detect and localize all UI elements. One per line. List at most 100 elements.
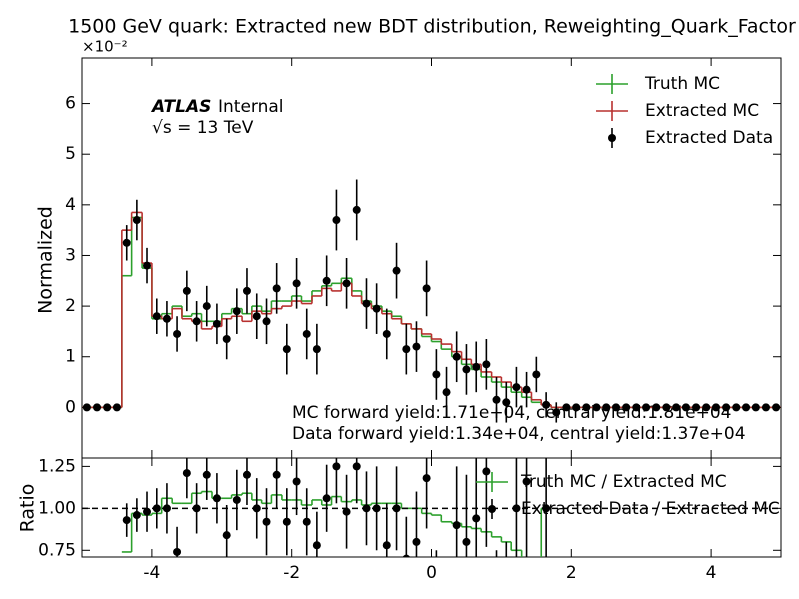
data-point xyxy=(103,403,112,412)
data-point xyxy=(342,279,351,288)
data-point xyxy=(412,342,421,351)
legend-swatch xyxy=(608,134,616,142)
data-point xyxy=(122,516,131,525)
data-point xyxy=(492,395,501,404)
data-point xyxy=(372,304,381,313)
y-tick-label: 4 xyxy=(65,195,76,215)
data-point xyxy=(182,469,191,478)
data-point xyxy=(202,470,211,479)
data-point xyxy=(182,286,191,295)
data-point xyxy=(312,541,321,550)
data-point xyxy=(562,403,571,412)
data-point xyxy=(742,403,751,412)
data-point xyxy=(652,403,661,412)
x-tick-label: -4 xyxy=(143,563,160,583)
data-point xyxy=(711,403,720,412)
plot-area xyxy=(82,179,781,423)
annotation: Data forward yield:1.34e+04, central yie… xyxy=(292,424,746,444)
data-point xyxy=(322,276,331,285)
x-tick-label: 0 xyxy=(426,563,437,583)
data-point xyxy=(143,507,152,516)
data-point xyxy=(392,266,401,275)
data-point xyxy=(502,398,511,407)
data-point xyxy=(143,261,152,270)
data-point xyxy=(222,531,231,540)
data-point xyxy=(122,238,131,247)
data-point xyxy=(462,365,471,374)
legend-label: Truth MC xyxy=(644,74,720,94)
data-point xyxy=(132,216,141,225)
data-point xyxy=(212,319,221,328)
data-point xyxy=(751,403,760,412)
data-point xyxy=(202,302,211,311)
energy-label: √s = 13 TeV xyxy=(152,118,254,138)
data-point xyxy=(272,284,281,293)
data-point xyxy=(662,403,671,412)
data-point xyxy=(222,335,231,344)
data-point xyxy=(272,470,281,479)
data-point xyxy=(452,521,461,530)
data-point xyxy=(152,312,161,321)
data-point xyxy=(422,284,431,293)
data-point xyxy=(352,205,361,214)
y-tick-label: 6 xyxy=(65,94,76,114)
data-point xyxy=(302,517,311,526)
data-point xyxy=(173,329,182,338)
data-point xyxy=(452,352,461,361)
data-point xyxy=(622,403,631,412)
data-point xyxy=(282,517,291,526)
y-tick-label: 5 xyxy=(65,144,76,164)
data-point xyxy=(402,554,410,557)
data-point xyxy=(252,312,261,321)
data-point xyxy=(382,541,391,550)
data-point xyxy=(582,403,591,412)
y-tick-label: 2 xyxy=(65,296,76,316)
data-point xyxy=(132,511,141,520)
data-point xyxy=(312,345,321,354)
data-point xyxy=(572,403,581,412)
y-tick-label: 3 xyxy=(65,245,76,265)
data-point xyxy=(192,317,201,326)
y-offset-label: ×10⁻² xyxy=(82,38,128,56)
data-point xyxy=(352,462,361,471)
y-axis-label: Normalized xyxy=(35,206,57,314)
data-point xyxy=(522,385,531,394)
data-point xyxy=(362,299,371,308)
y-axis-label: Ratio xyxy=(17,484,39,533)
data-point xyxy=(173,547,182,556)
data-point xyxy=(162,314,171,323)
legend-label: Extracted MC xyxy=(645,101,759,121)
data-point xyxy=(412,537,421,546)
y-tick-label: 1.00 xyxy=(38,498,76,518)
data-point xyxy=(472,362,481,371)
data-point xyxy=(632,403,641,412)
y-tick-label: 1.25 xyxy=(38,456,76,476)
data-point xyxy=(232,495,241,504)
data-point xyxy=(522,477,531,486)
data-point xyxy=(93,403,102,412)
y-tick-label: 1 xyxy=(65,347,76,367)
data-point xyxy=(681,403,690,412)
data-point xyxy=(422,474,431,483)
data-point xyxy=(612,403,621,412)
data-point xyxy=(292,279,301,288)
data-point xyxy=(342,507,351,516)
experiment-label: ATLAS xyxy=(150,97,211,117)
data-point xyxy=(542,400,551,409)
data-point xyxy=(262,517,271,526)
data-point xyxy=(482,467,491,476)
data-point xyxy=(112,403,121,412)
y-tick-label: 0.75 xyxy=(38,540,76,560)
data-point xyxy=(702,403,711,412)
chart-title: 1500 GeV quark: Extracted new BDT distri… xyxy=(68,16,796,38)
data-point xyxy=(442,388,451,397)
data-point xyxy=(282,345,291,354)
data-point xyxy=(212,494,221,503)
data-point xyxy=(242,286,251,295)
y-tick-label: 0 xyxy=(65,397,76,417)
data-point xyxy=(232,307,241,316)
data-point xyxy=(761,403,770,412)
data-point xyxy=(432,370,441,379)
